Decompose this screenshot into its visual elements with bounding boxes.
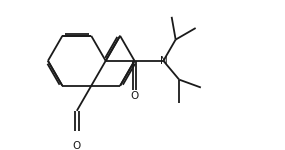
Text: O: O	[73, 141, 81, 150]
Text: O: O	[131, 91, 139, 101]
Text: N: N	[160, 56, 167, 66]
